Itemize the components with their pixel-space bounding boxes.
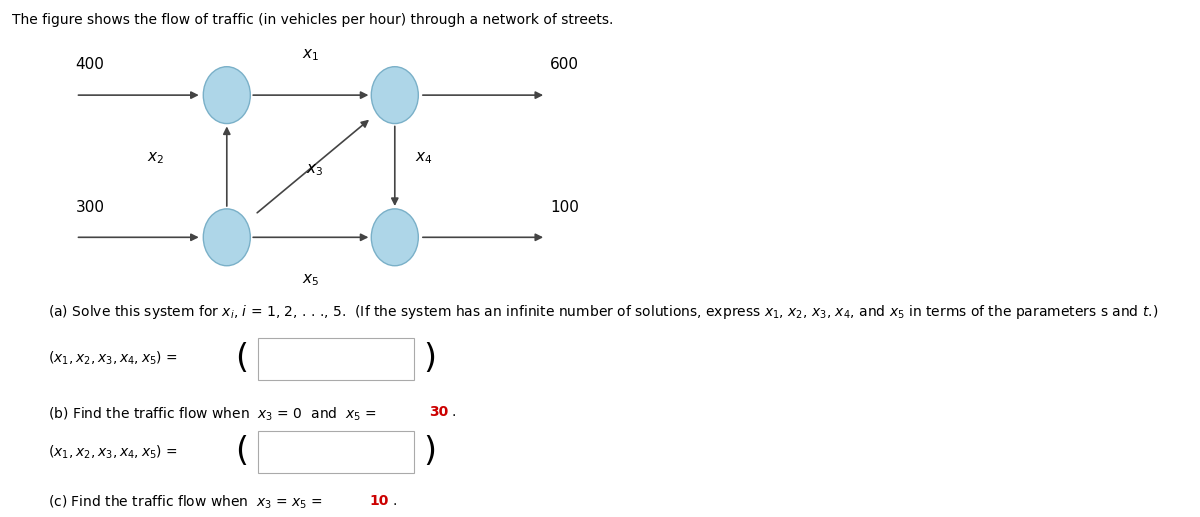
Text: (b) Find the traffic flow when  $x_3$ = 0  and  $x_5$ =: (b) Find the traffic flow when $x_3$ = 0… — [48, 405, 378, 423]
Text: 400: 400 — [76, 57, 104, 72]
Text: $x_2$: $x_2$ — [146, 150, 164, 165]
Text: (a) Solve this system for $x_i$, $i$ = 1, 2, . . ., 5.  (If the system has an in: (a) Solve this system for $x_i$, $i$ = 1… — [48, 303, 1158, 321]
Text: $x_3$: $x_3$ — [306, 163, 324, 178]
Text: $(x_1, x_2, x_3, x_4, x_5)$ =: $(x_1, x_2, x_3, x_4, x_5)$ = — [48, 443, 178, 461]
Ellipse shape — [371, 67, 419, 124]
Ellipse shape — [203, 209, 251, 266]
Text: (: ( — [235, 342, 248, 375]
Text: .: . — [451, 405, 456, 419]
Text: The figure shows the flow of traffic (in vehicles per hour) through a network of: The figure shows the flow of traffic (in… — [12, 13, 613, 27]
Text: 10: 10 — [370, 494, 389, 508]
Text: 100: 100 — [551, 200, 580, 215]
Text: (c) Find the traffic flow when  $x_3$ = $x_5$ =: (c) Find the traffic flow when $x_3$ = $… — [48, 494, 324, 511]
FancyBboxPatch shape — [258, 338, 414, 379]
FancyBboxPatch shape — [258, 431, 414, 473]
Text: 300: 300 — [76, 200, 104, 215]
Text: $x_5$: $x_5$ — [302, 272, 319, 288]
Text: $x_4$: $x_4$ — [415, 150, 433, 165]
Text: 30: 30 — [430, 405, 449, 419]
Text: 600: 600 — [551, 57, 580, 72]
Text: ): ) — [424, 435, 437, 468]
Text: ): ) — [424, 342, 437, 375]
Ellipse shape — [371, 209, 419, 266]
Text: $x_1$: $x_1$ — [302, 48, 319, 63]
Text: .: . — [392, 494, 397, 508]
Text: (: ( — [235, 435, 248, 468]
Ellipse shape — [203, 67, 251, 124]
Text: $(x_1, x_2, x_3, x_4, x_5)$ =: $(x_1, x_2, x_3, x_4, x_5)$ = — [48, 350, 178, 368]
